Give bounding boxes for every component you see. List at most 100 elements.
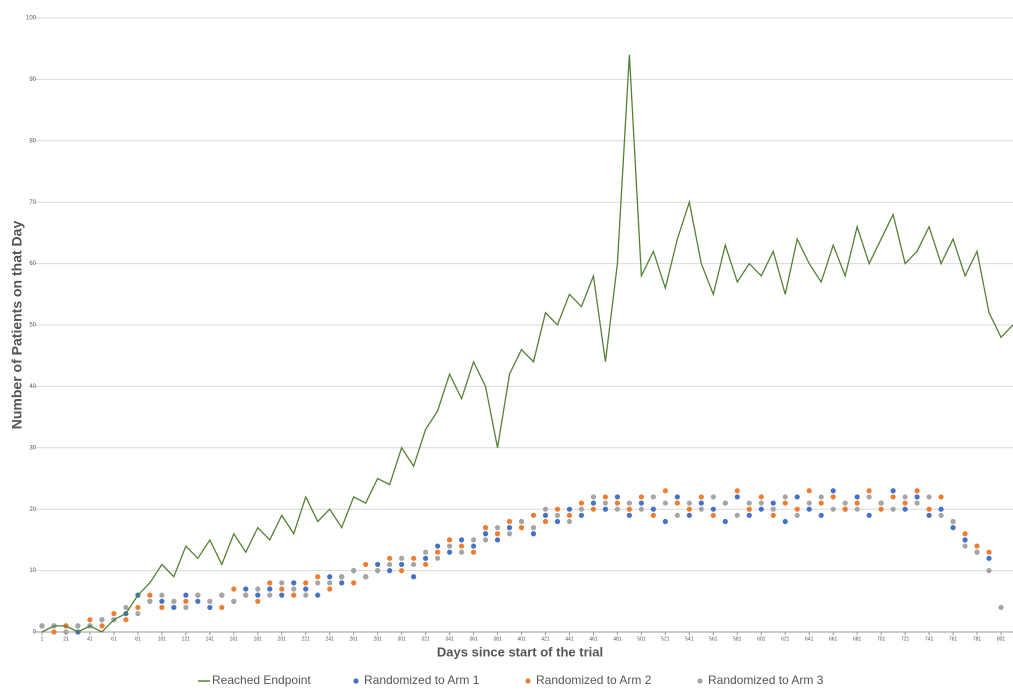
scatter-point (291, 586, 297, 592)
x-tick-label: 41 (87, 636, 93, 642)
y-tick-label: 90 (29, 77, 36, 83)
scatter-point (434, 543, 441, 549)
scatter-point (530, 525, 537, 531)
scatter-point (51, 629, 57, 635)
x-tick-label: 281 (373, 636, 382, 642)
scatter-point (662, 488, 668, 494)
scatter-point (746, 506, 752, 512)
scatter-point (590, 494, 597, 500)
y-tick-label: 50 (29, 323, 36, 329)
scatter-point (686, 506, 692, 512)
scatter-point (530, 531, 537, 537)
scatter-point (554, 506, 561, 512)
scatter-point (458, 543, 465, 549)
scatter-point (794, 506, 800, 512)
scatter-point (375, 568, 381, 574)
scatter-point (770, 500, 776, 506)
scatter-point (458, 537, 465, 543)
scatter-point (351, 568, 357, 574)
scatter-point (303, 580, 309, 586)
scatter-point (770, 512, 776, 518)
legend-swatch (697, 678, 703, 684)
scatter-point (914, 494, 920, 500)
legend-item: Randomized to Arm 1 (353, 673, 480, 687)
scatter-point (399, 568, 405, 574)
x-tick-label: 701 (877, 636, 886, 642)
x-tick-label: 221 (302, 636, 311, 642)
scatter-point (698, 506, 704, 512)
scatter-point (950, 518, 956, 525)
scatter-point (794, 512, 800, 518)
x-tick-label: 761 (949, 636, 958, 642)
y-axis-label: Number of Patients on that Day (9, 221, 25, 430)
scatter-point (554, 518, 561, 525)
scatter-point (482, 531, 489, 537)
scatter-point (962, 531, 968, 537)
x-tick-label: 121 (182, 636, 191, 642)
scatter-point (446, 549, 453, 555)
scatter-point (902, 494, 908, 500)
scatter-point (363, 561, 369, 568)
scatter-point (926, 494, 932, 500)
scatter-point (566, 506, 573, 512)
scatter-point (866, 488, 872, 494)
scatter-point (387, 555, 393, 561)
scatter-point (470, 543, 477, 549)
scatter-point (195, 592, 201, 598)
scatter-point (482, 525, 489, 531)
x-tick-label: 421 (541, 636, 550, 642)
scatter-point (638, 500, 644, 506)
x-tick-label: 501 (637, 636, 646, 642)
scatter-point (446, 537, 453, 543)
scatter-point (255, 586, 261, 592)
scatter-point (734, 494, 740, 500)
legend-label: Randomized to Arm 3 (708, 673, 824, 687)
scatter-point (674, 512, 680, 518)
scatter-point (914, 500, 920, 506)
scatter-point (255, 592, 261, 598)
scatter-point (542, 512, 549, 518)
scatter-point (518, 525, 525, 531)
scatter-point (902, 506, 908, 512)
scatter-point (423, 561, 429, 568)
scatter-point (878, 506, 884, 512)
scatter-point (878, 500, 884, 506)
x-tick-label: 481 (613, 636, 622, 642)
scatter-point (854, 506, 860, 512)
scatter-point (986, 555, 992, 561)
scatter-point (75, 623, 81, 629)
x-tick-label: 261 (350, 636, 359, 642)
legend-swatch (353, 678, 359, 684)
scatter-point (243, 586, 249, 592)
legend-label: Randomized to Arm 1 (364, 673, 480, 687)
scatter-point (758, 494, 764, 500)
scatter-point (710, 512, 716, 518)
scatter-point (926, 512, 932, 518)
scatter-point (854, 500, 860, 506)
scatter-point (111, 610, 117, 617)
y-tick-label: 80 (29, 138, 36, 144)
scatter-point (782, 494, 788, 500)
scatter-point (818, 500, 824, 506)
scatter-point (494, 531, 501, 537)
scatter-point (674, 494, 680, 500)
scatter-point (279, 580, 285, 586)
scatter-point (830, 506, 836, 512)
y-tick-label: 100 (26, 16, 37, 22)
scatter-point (830, 494, 836, 500)
scatter-point (890, 506, 896, 512)
scatter-point (638, 506, 644, 512)
scatter-point (506, 518, 513, 525)
x-tick-label: 641 (805, 636, 814, 642)
scatter-point (626, 500, 632, 506)
scatter-point (614, 506, 621, 512)
scatter-point (315, 592, 321, 598)
scatter-point (446, 543, 453, 549)
x-tick-label: 461 (589, 636, 598, 642)
y-tick-label: 40 (29, 384, 36, 390)
scatter-point (482, 537, 489, 543)
scatter-point (746, 500, 752, 506)
scatter-point (806, 488, 812, 494)
scatter-point (375, 561, 381, 568)
